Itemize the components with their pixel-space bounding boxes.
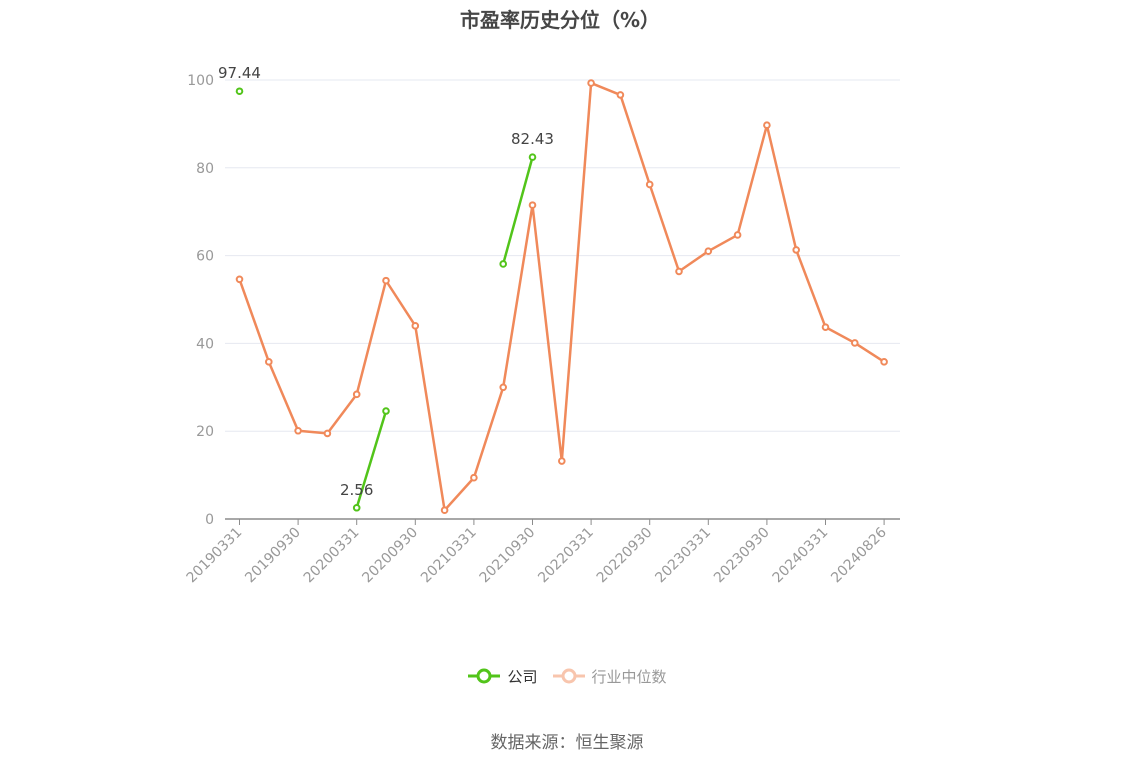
legend-item-industry[interactable]: 行业中位数 [552, 666, 667, 687]
y-tick-label: 0 [205, 512, 214, 528]
x-tick-label: 20220331 [535, 525, 597, 587]
data-label-company: 97.44 [218, 64, 261, 82]
legend-item-company[interactable]: 公司 [467, 666, 538, 687]
legend: 公司 行业中位数 [0, 664, 1134, 688]
data-point-industry [528, 201, 537, 209]
y-tick-label: 60 [196, 249, 214, 265]
y-tick-label: 80 [196, 161, 214, 177]
data-point-industry [470, 473, 478, 482]
legend-company-marker-icon [468, 668, 501, 684]
data-point-company [499, 260, 508, 268]
data-point-industry [558, 457, 566, 465]
data-point-industry [323, 429, 332, 438]
x-tick-label: 20200930 [359, 525, 421, 587]
data-point-industry [499, 383, 508, 392]
data-point-industry [704, 247, 713, 256]
data-point-industry [352, 390, 361, 399]
data-point-industry [792, 246, 801, 254]
x-tick-label: 20240826 [828, 524, 890, 586]
data-point-industry [265, 358, 273, 366]
data-point-industry [235, 275, 244, 284]
data-point-industry [675, 267, 683, 276]
x-tick-label: 20210331 [418, 525, 480, 587]
y-tick-label: 20 [196, 424, 214, 440]
data-point-industry [733, 231, 742, 239]
data-point-industry [587, 79, 595, 87]
data-point-industry [763, 121, 771, 130]
data-point-industry [411, 322, 420, 330]
legend-company-label: 公司 [507, 667, 538, 686]
x-tick-label: 20190331 [184, 525, 246, 587]
data-point-industry [851, 339, 859, 347]
data-label-company: 82.43 [511, 130, 554, 148]
data-point-industry [645, 180, 654, 189]
axis-layer: 0 20 40 60 80 100 2019033120190930202003312020… [184, 73, 900, 586]
data-point-industry [616, 91, 625, 99]
source-note: 数据来源：恒生聚源 [490, 733, 644, 753]
data-point-company [528, 153, 537, 161]
series-line-industry [238, 81, 885, 512]
data-point-company [382, 407, 390, 415]
data-point-company [235, 87, 244, 96]
legend-industry-marker-icon [552, 668, 585, 684]
data-label-company: 2.56 [340, 481, 373, 499]
y-tick-label: 100 [187, 73, 214, 89]
data-point-industry [821, 323, 830, 331]
grid-layer [225, 79, 900, 432]
x-tick-label: 20240331 [770, 525, 832, 587]
y-tick-label: 40 [196, 336, 214, 352]
series-layer [235, 79, 888, 515]
chart-title: 市盈率历史分位（%） [459, 8, 661, 32]
data-point-industry [382, 276, 390, 285]
data-point-industry [294, 426, 302, 435]
x-tick-label: 20230930 [711, 525, 773, 587]
series-line-company [501, 156, 534, 265]
data-point-company [352, 503, 361, 512]
series-line-company [355, 410, 388, 509]
line-chart: 0 20 40 60 80 100 2019033120190930202003312020… [184, 64, 900, 586]
x-tick-label: 20230331 [652, 525, 714, 587]
legend-industry-label: 行业中位数 [591, 667, 667, 686]
x-tick-label: 20220930 [594, 525, 656, 587]
data-point-industry [440, 506, 449, 515]
data-point-industry [880, 358, 888, 366]
x-tick-label: 20200331 [301, 525, 363, 587]
x-tick-label: 20210930 [477, 525, 539, 587]
label-layer: 97.44 2.56 82.43 [218, 64, 554, 499]
x-tick-label: 20190930 [242, 525, 304, 587]
